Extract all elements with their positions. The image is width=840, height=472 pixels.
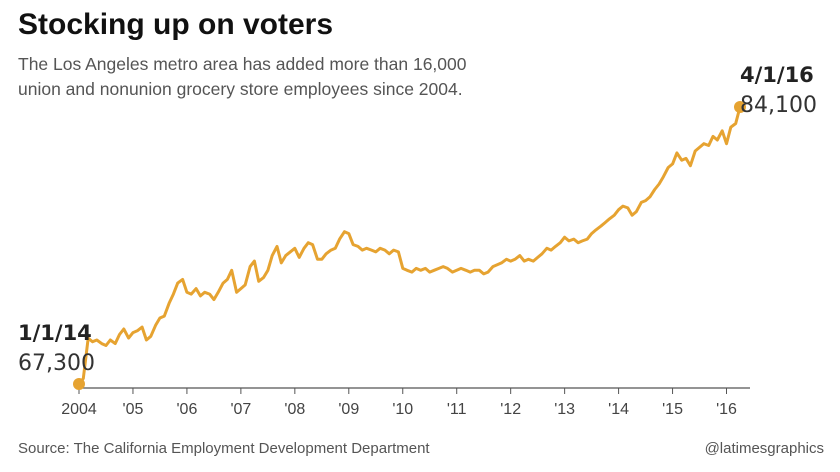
x-tick-label: 2004: [61, 401, 97, 418]
x-tick-label: '10: [392, 401, 413, 418]
end-date-label: 4/1/16: [740, 63, 814, 87]
x-tick-label: '08: [284, 401, 305, 418]
x-tick-label: '16: [716, 401, 737, 418]
start-value-label: 67,300: [18, 351, 95, 376]
x-tick-label: '05: [123, 401, 144, 418]
x-tick-label: '06: [176, 401, 197, 418]
end-point-marker: [734, 101, 746, 113]
x-tick-label: '14: [608, 401, 629, 418]
source-note: Source: The California Employment Develo…: [18, 440, 430, 457]
chart-subtitle: The Los Angeles metro area has added mor…: [18, 52, 578, 102]
start-date-label: 1/1/14: [18, 321, 92, 345]
end-value-label: 84,100: [740, 93, 817, 118]
x-tick-label: '12: [500, 401, 521, 418]
employment-line: [77, 105, 742, 386]
x-tick-label: '13: [554, 401, 575, 418]
x-tick-label: '15: [662, 401, 683, 418]
chart-title: Stocking up on voters: [18, 8, 334, 41]
subtitle-line-2: union and nonunion grocery store employe…: [18, 79, 463, 99]
subtitle-line-1: The Los Angeles metro area has added mor…: [18, 54, 467, 74]
x-tick-label: '09: [338, 401, 359, 418]
start-point-marker: [73, 378, 85, 390]
x-tick-label: '07: [230, 401, 251, 418]
x-tick-label: '11: [447, 401, 467, 418]
credit-handle: @latimesgraphics: [704, 440, 824, 457]
